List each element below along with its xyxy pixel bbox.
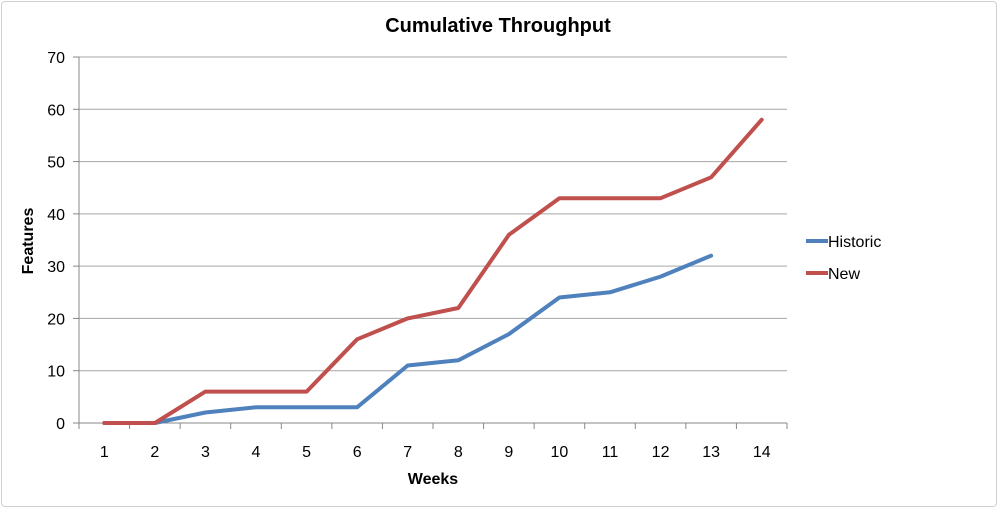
series-line-new (102, 117, 764, 425)
legend-label-historic: Historic (828, 234, 881, 251)
series-lines (102, 117, 764, 425)
x-axis-title: Weeks (408, 471, 459, 488)
legend-label-new: New (828, 266, 860, 283)
x-tick-label: 4 (252, 444, 261, 461)
x-tick-label: 2 (150, 444, 159, 461)
x-tick-label: 1 (100, 444, 109, 461)
grid-lines (79, 56, 787, 372)
y-tick-label: 0 (56, 416, 65, 433)
x-tick-label: 13 (702, 444, 720, 461)
legend: Historic New (806, 234, 881, 283)
x-tick-label: 3 (201, 444, 210, 461)
y-tick-label: 50 (47, 155, 65, 172)
x-tick-label: 11 (602, 444, 619, 461)
y-tick-label: 30 (47, 259, 65, 276)
y-tick-label: 10 (47, 364, 65, 381)
y-tick-label: 20 (47, 311, 65, 328)
chart-title: Cumulative Throughput (385, 15, 611, 37)
x-tick-label: 10 (551, 444, 569, 461)
x-tick-label: 8 (454, 444, 463, 461)
x-tick-label: 5 (302, 444, 311, 461)
y-tick-label: 60 (47, 102, 65, 119)
x-tick-label: 6 (353, 444, 362, 461)
x-tick-label: 9 (504, 444, 513, 461)
y-axis-title: Features (20, 208, 37, 275)
y-tick-label: 70 (47, 50, 65, 67)
y-tick-label: 40 (47, 207, 65, 224)
x-tick-label: 14 (753, 444, 771, 461)
x-tick-label: 7 (403, 444, 412, 461)
series-line-historic (102, 253, 714, 425)
x-tick-label: 12 (652, 444, 670, 461)
